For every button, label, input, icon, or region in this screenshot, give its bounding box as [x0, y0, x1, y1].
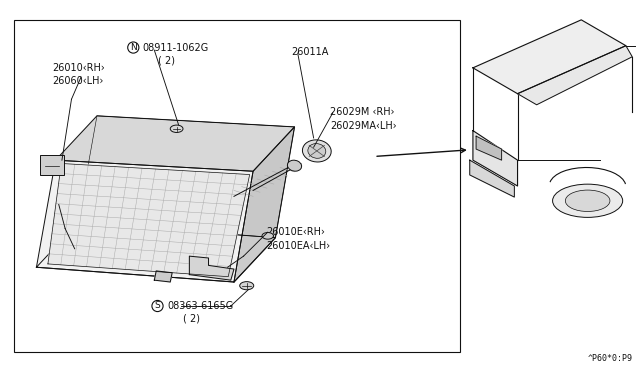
- Polygon shape: [473, 131, 518, 186]
- Text: 26029MA‹LH›: 26029MA‹LH›: [330, 121, 397, 131]
- Text: 26012‹LH›: 26012‹LH›: [49, 256, 100, 266]
- Polygon shape: [36, 160, 253, 282]
- Text: ( 2): ( 2): [157, 55, 175, 65]
- Ellipse shape: [303, 140, 331, 162]
- Ellipse shape: [552, 184, 623, 217]
- Text: 26029M ‹RH›: 26029M ‹RH›: [330, 107, 395, 117]
- Text: N: N: [130, 43, 137, 52]
- Text: 26011‹RH›: 26011‹RH›: [49, 242, 102, 252]
- Polygon shape: [56, 116, 294, 171]
- Text: 08911-1062G: 08911-1062G: [143, 42, 209, 52]
- Polygon shape: [473, 20, 626, 94]
- Circle shape: [240, 282, 253, 290]
- Text: ^P60*0:P9: ^P60*0:P9: [588, 354, 632, 363]
- Polygon shape: [470, 160, 515, 197]
- Circle shape: [262, 232, 273, 239]
- Text: 26011A: 26011A: [291, 47, 329, 57]
- Text: 26010E‹RH›: 26010E‹RH›: [266, 227, 324, 237]
- Text: 26010‹RH›: 26010‹RH›: [52, 63, 105, 73]
- Polygon shape: [476, 136, 502, 160]
- Bar: [40, 155, 64, 175]
- Ellipse shape: [308, 144, 326, 158]
- Polygon shape: [518, 46, 632, 105]
- Polygon shape: [154, 271, 172, 282]
- Polygon shape: [36, 223, 275, 282]
- Ellipse shape: [287, 160, 301, 171]
- Text: 26060‹LH›: 26060‹LH›: [52, 76, 104, 86]
- Ellipse shape: [565, 190, 610, 211]
- Polygon shape: [48, 163, 250, 277]
- Text: 26010EA‹LH›: 26010EA‹LH›: [266, 241, 330, 251]
- Text: ( 2): ( 2): [183, 314, 200, 324]
- Bar: [14, 20, 460, 352]
- Circle shape: [170, 125, 183, 132]
- Polygon shape: [189, 256, 234, 280]
- Text: 08363-6165G: 08363-6165G: [167, 301, 234, 311]
- Text: S: S: [155, 301, 161, 311]
- Polygon shape: [234, 127, 294, 282]
